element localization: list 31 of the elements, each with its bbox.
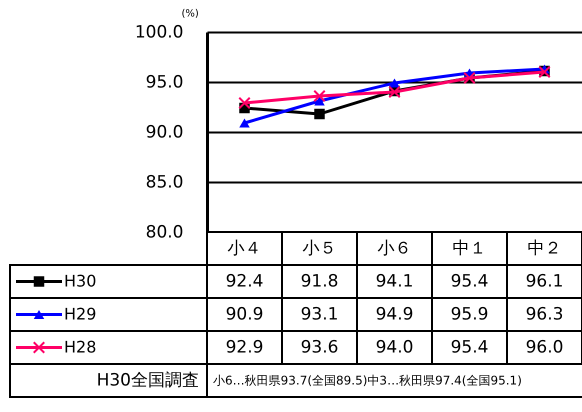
data-label: 96.0 <box>526 338 564 358</box>
legend-label: H28 <box>64 338 96 356</box>
x-tick-label: 中１ <box>452 238 486 258</box>
y-axis-title: (%) <box>182 8 199 20</box>
x-tick-label: 中２ <box>528 238 562 258</box>
y-tick-label: 80.0 <box>146 222 184 242</box>
x-tick-label: 小４ <box>228 238 262 258</box>
data-label: 92.4 <box>226 272 264 292</box>
y-tick-label: 85.0 <box>146 172 184 192</box>
data-label: 92.9 <box>226 338 264 358</box>
data-label: 90.9 <box>226 304 264 324</box>
text: H30全国調査 <box>96 370 199 390</box>
data-label: 94.1 <box>376 272 414 292</box>
x-tick-label: 小５ <box>302 238 336 258</box>
legend-label: H29 <box>64 304 96 324</box>
data-label: 96.3 <box>526 304 564 324</box>
data-label: 93.1 <box>300 304 338 324</box>
data-label: 93.6 <box>300 338 338 358</box>
x-tick-label: 小６ <box>378 238 412 258</box>
data-label: 95.9 <box>450 304 488 324</box>
data-label: 95.4 <box>450 338 488 358</box>
text: 小6…秋田県93.7(全国89.5)中3…秋田県97.4(全国95.1) <box>213 374 522 388</box>
y-tick-label: 90.0 <box>146 122 184 142</box>
y-tick-label: 95.0 <box>146 72 184 92</box>
data-label: 96.1 <box>526 272 564 292</box>
legend-label: H30 <box>64 272 96 290</box>
data-label: 94.9 <box>376 304 414 324</box>
y-tick-label: 100.0 <box>134 22 184 42</box>
data-label: 94.0 <box>376 338 414 358</box>
data-label: 95.4 <box>450 272 488 292</box>
data-label: 91.8 <box>300 272 338 292</box>
